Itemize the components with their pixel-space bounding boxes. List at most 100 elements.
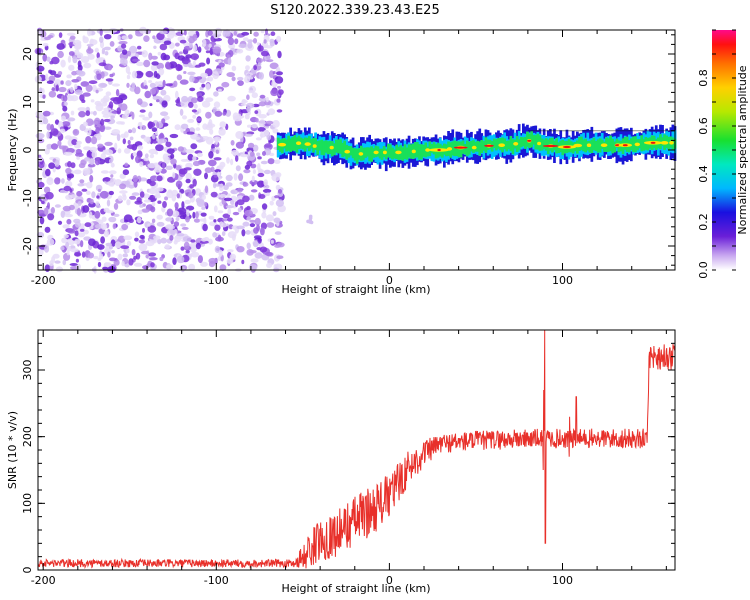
signal-band-segment (594, 141, 598, 151)
signal-hotspot (304, 142, 311, 146)
signal-band-segment (492, 138, 496, 148)
noise-speckle (250, 258, 259, 263)
noise-speckle (277, 189, 283, 194)
noise-speckle (213, 91, 219, 97)
noise-speckle (44, 226, 51, 233)
noise-speckle (74, 252, 82, 257)
noise-speckle (123, 148, 131, 154)
signal-band-segment (584, 138, 587, 153)
noise-speckle (185, 131, 195, 135)
noise-speckle (81, 188, 88, 192)
noise-speckle (122, 193, 126, 197)
noise-speckle (175, 64, 182, 72)
noise-speckle (86, 43, 94, 47)
noise-speckle (253, 235, 262, 240)
noise-speckle (159, 43, 168, 51)
noise-speckle (170, 153, 175, 160)
signal-band-segment (380, 148, 384, 160)
noise-speckle (70, 248, 79, 253)
noise-speckle (46, 238, 55, 246)
noise-speckle (123, 235, 133, 241)
noise-speckle (222, 111, 227, 116)
noise-speckle (222, 218, 229, 222)
x-tick-label: 0 (386, 574, 393, 587)
noise-speckle (110, 115, 115, 119)
noise-speckle (164, 244, 171, 249)
noise-speckle (237, 80, 244, 86)
noise-speckle (88, 127, 92, 136)
y-tick-label: 0 (21, 567, 34, 574)
noise-speckle (188, 101, 194, 108)
noise-speckle (229, 253, 237, 261)
signal-band-segment (465, 140, 469, 157)
signal-band-segment (414, 142, 417, 158)
noise-speckle (50, 143, 59, 150)
signal-band-segment (509, 135, 513, 152)
noise-speckle (122, 253, 129, 258)
noise-speckle (162, 79, 166, 88)
noise-speckle (239, 153, 249, 158)
noise-speckle (160, 89, 167, 96)
signal-band-segment (310, 139, 313, 149)
signal-band-segment (607, 138, 610, 152)
noise-speckle (252, 241, 259, 248)
noise-speckle (247, 124, 252, 128)
noise-speckle (61, 121, 71, 127)
noise-speckle (150, 262, 155, 268)
noise-speckle (99, 36, 104, 43)
y-tick-label: 200 (21, 426, 34, 447)
noise-speckle (102, 114, 111, 118)
noise-speckle (129, 136, 134, 141)
noise-speckle (258, 119, 266, 128)
noise-speckle (137, 98, 143, 105)
noise-speckle (103, 118, 111, 123)
noise-speckle (251, 92, 258, 99)
signal-band-segment (366, 147, 369, 157)
noise-speckle (128, 129, 133, 134)
noise-speckle (218, 128, 226, 136)
noise-speckle (70, 95, 79, 102)
noise-speckle (213, 205, 218, 213)
noise-speckle (129, 111, 134, 116)
noise-speckle (227, 217, 233, 222)
noise-speckle (84, 222, 92, 228)
noise-speckle (35, 132, 45, 139)
noise-speckle (151, 201, 156, 207)
noise-speckle (152, 35, 156, 40)
noise-speckle (113, 202, 119, 210)
noise-speckle (74, 89, 83, 95)
noise-speckle (143, 59, 151, 68)
signal-band-segment (642, 139, 646, 151)
noise-speckle (44, 245, 50, 253)
noise-speckle (54, 119, 60, 125)
noise-speckle (42, 110, 51, 117)
noise-speckle (60, 246, 65, 251)
noise-speckle (97, 261, 102, 268)
noise-speckle (231, 65, 237, 72)
noise-speckle (175, 180, 183, 188)
noise-speckle (165, 83, 173, 87)
signal-hotspot (278, 142, 287, 147)
noise-speckle (70, 162, 76, 169)
noise-speckle (97, 143, 104, 148)
noise-speckle (273, 217, 281, 224)
noise-speckle (205, 136, 214, 145)
noise-speckle (217, 171, 220, 178)
signal-band-segment (432, 142, 436, 155)
noise-speckle (256, 224, 260, 232)
noise-speckle (227, 37, 235, 46)
noise-speckle (181, 95, 189, 103)
noise-speckle (82, 168, 91, 176)
signal-band-segment (542, 139, 546, 149)
noise-speckle (173, 221, 180, 227)
noise-speckle (103, 262, 112, 268)
noise-speckle (235, 201, 238, 208)
spectrogram-x-label: Height of straight line (km) (281, 283, 430, 296)
noise-speckle (227, 95, 236, 102)
noise-speckle (47, 202, 50, 210)
noise-speckle (207, 76, 214, 82)
noise-speckle (187, 153, 194, 161)
noise-speckle (246, 160, 253, 167)
y-tick-label: 10 (21, 95, 34, 109)
